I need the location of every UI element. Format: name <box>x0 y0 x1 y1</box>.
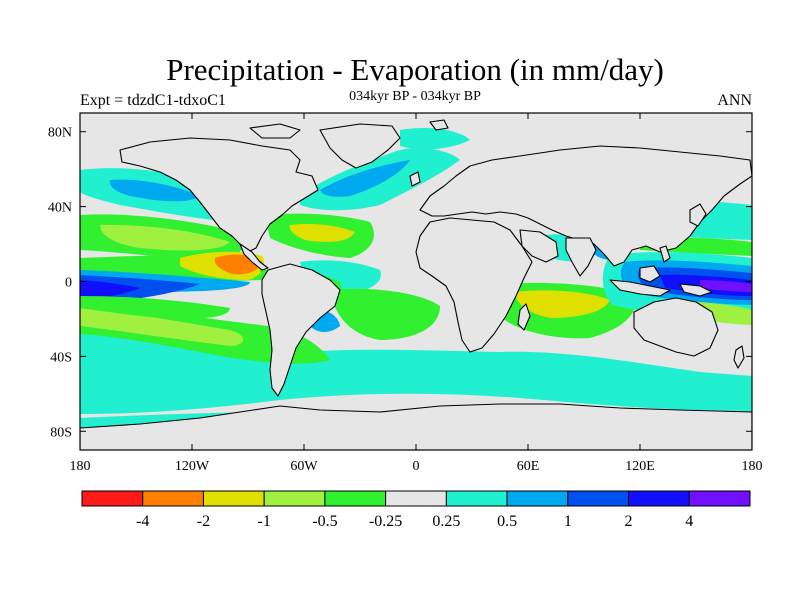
field-warmpool-violet <box>700 280 752 292</box>
coast-arctic-islands <box>249 123 301 139</box>
coast-madagascar <box>517 303 531 331</box>
map-area <box>80 113 752 450</box>
coast-antarctica <box>80 403 752 450</box>
colorbar-swatch <box>202 490 265 507</box>
colorbar-swatch <box>628 490 690 507</box>
chart-title: Precipitation - Evaporation (in mm/day) <box>166 52 664 87</box>
lon-tick-label: 60E <box>517 459 540 474</box>
field-equator-pacific-indigo <box>80 280 140 300</box>
coast-eurasia <box>419 145 752 267</box>
field-indian-yellow <box>515 290 610 318</box>
coast-africa <box>415 217 533 353</box>
field-south-pacific-green-2 <box>80 296 230 319</box>
colorbar-swatch <box>385 490 447 507</box>
lon-tick-label: 180 <box>742 459 763 474</box>
coast-north-america <box>119 137 319 253</box>
season-label: ANN <box>717 92 752 109</box>
coast-philippines <box>659 245 671 263</box>
colorbar-label: 1 <box>564 513 572 530</box>
axis-labels: 180 120W 60W 0 60E 120E 180 80N 40N 0 40S 80S <box>48 126 763 474</box>
lat-tick-label: 80N <box>48 126 72 141</box>
lat-tick-label: 40N <box>48 201 72 216</box>
colorbar-swatch <box>324 490 387 507</box>
coast-south-america <box>261 263 341 397</box>
period-label: 034kyr BP - 034kyr BP <box>349 89 481 104</box>
colorbar-swatch <box>445 490 508 507</box>
lat-tick-label: 80S <box>50 425 72 440</box>
colorbar-labels: -4 -2 -1 -0.5 -0.25 0.25 0.5 1 2 4 <box>136 513 693 530</box>
field-s-atlantic-green <box>330 288 440 340</box>
colorbar-swatch <box>506 490 569 507</box>
field-north-atlantic-blue <box>320 160 410 197</box>
colorbar-swatch <box>263 490 326 507</box>
coast-borneo <box>639 265 661 283</box>
colorbar-label: 2 <box>625 513 633 530</box>
axis-ticks <box>79 113 753 450</box>
experiment-label: Expt = tdzdC1-tdxoC1 <box>80 92 226 109</box>
colorbar-swatch <box>81 490 144 507</box>
coast-central-america <box>239 243 269 271</box>
coast-britain <box>409 171 421 187</box>
colorbar-label: -4 <box>136 513 149 530</box>
field-arctic-north <box>400 128 470 150</box>
coast-australia <box>633 297 719 357</box>
lon-tick-label: 60W <box>290 459 318 474</box>
coast-indonesia <box>609 279 671 297</box>
colorbar-label: 0.5 <box>497 513 517 530</box>
colorbar-label: -2 <box>197 513 210 530</box>
colorbar-label: 4 <box>685 513 693 530</box>
colorbar-label: -1 <box>258 513 271 530</box>
coast-japan <box>689 203 707 227</box>
colorbar-label: -0.25 <box>369 513 402 530</box>
coast-arabia <box>519 229 559 263</box>
field-n-atlantic-yellow <box>289 223 355 242</box>
coast-india <box>565 237 597 277</box>
coast-new-guinea <box>679 283 713 297</box>
lon-tick-label: 120W <box>175 459 210 474</box>
lat-tick-label: 40S <box>50 350 72 365</box>
coast-new-zealand <box>733 345 745 369</box>
lon-tick-label: 180 <box>70 459 91 474</box>
colorbar-swatch <box>142 490 204 507</box>
lat-tick-label: 0 <box>65 276 72 291</box>
coast-svalbard <box>429 119 449 131</box>
field-n-pacific-subtropic-lg <box>100 224 230 251</box>
coastlines <box>80 119 752 450</box>
coast-greenland <box>319 123 401 169</box>
lon-tick-label: 0 <box>413 459 420 474</box>
field-north-pacific-blue <box>109 179 200 202</box>
colorbar-label: 0.25 <box>432 513 460 530</box>
colorbar-label: -0.5 <box>312 513 337 530</box>
colorbar <box>81 490 751 507</box>
lon-tick-label: 120E <box>625 459 655 474</box>
field-south-pacific-green <box>80 308 244 346</box>
colorbar-swatch <box>567 490 630 507</box>
colorbar-swatch <box>688 490 751 507</box>
